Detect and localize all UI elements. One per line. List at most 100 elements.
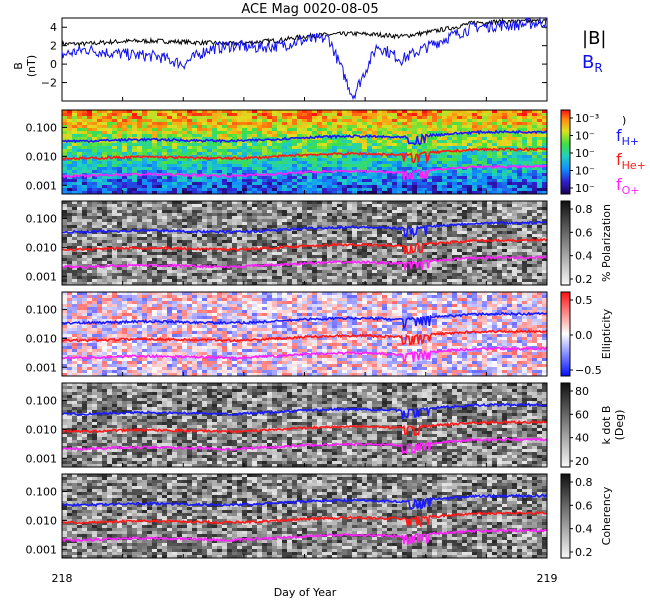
heatmap-cell bbox=[347, 185, 353, 189]
heatmap-cell bbox=[322, 122, 328, 126]
heatmap-cell bbox=[277, 119, 283, 123]
heatmap-cell bbox=[287, 219, 293, 223]
heatmap-cell bbox=[187, 246, 193, 250]
heatmap-cell bbox=[217, 240, 223, 244]
heatmap-cell bbox=[87, 182, 93, 186]
heatmap-cell bbox=[427, 201, 433, 205]
heatmap-cell bbox=[317, 158, 323, 162]
heatmap-cell bbox=[202, 252, 208, 256]
heatmap-cell bbox=[532, 158, 538, 162]
heatmap-cell bbox=[392, 179, 398, 183]
heatmap-cell bbox=[197, 219, 203, 223]
heatmap-cell bbox=[437, 152, 443, 156]
heatmap-cell bbox=[117, 252, 123, 256]
heatmap-cell bbox=[417, 270, 423, 274]
heatmap-cell bbox=[82, 228, 88, 232]
heatmap-cell bbox=[187, 267, 193, 271]
heatmap-cell bbox=[427, 128, 433, 132]
heatmap-cell bbox=[307, 237, 313, 241]
heatmap-cell bbox=[117, 179, 123, 183]
heatmap-cell bbox=[442, 264, 448, 268]
heatmap-cell bbox=[107, 219, 113, 223]
heatmap-cell bbox=[387, 264, 393, 268]
heatmap-cell bbox=[312, 237, 318, 241]
heatmap-cell bbox=[162, 273, 168, 277]
heatmap-cell bbox=[327, 252, 333, 256]
heatmap-cell bbox=[247, 125, 253, 129]
heatmap-cell bbox=[522, 158, 528, 162]
heatmap-cell bbox=[447, 270, 453, 274]
heatmap-cell bbox=[277, 140, 283, 144]
heatmap-cell bbox=[392, 122, 398, 126]
heatmap-cell bbox=[402, 237, 408, 241]
heatmap-cell bbox=[167, 149, 173, 153]
heatmap-cell bbox=[332, 146, 338, 150]
heatmap-cell bbox=[367, 188, 373, 192]
heatmap-cell bbox=[77, 185, 83, 189]
heatmap-cell bbox=[272, 273, 278, 277]
heatmap-cell bbox=[342, 155, 348, 159]
heatmap-cell bbox=[337, 207, 343, 211]
heatmap-cell bbox=[232, 137, 238, 141]
heatmap-cell bbox=[387, 134, 393, 138]
heatmap-cell bbox=[512, 185, 518, 189]
heatmap-cell bbox=[287, 128, 293, 132]
heatmap-cell bbox=[77, 131, 83, 135]
heatmap-cell bbox=[497, 173, 503, 177]
heatmap-cell bbox=[187, 134, 193, 138]
heatmap-cell bbox=[327, 207, 333, 211]
heatmap-cell bbox=[242, 222, 248, 226]
heatmap-cell bbox=[207, 231, 213, 235]
heatmap-cell bbox=[342, 276, 348, 280]
heatmap-cell bbox=[437, 216, 443, 220]
heatmap-cell bbox=[72, 128, 78, 132]
heatmap-cell bbox=[442, 255, 448, 259]
heatmap-cell bbox=[87, 234, 93, 238]
heatmap-cell bbox=[517, 140, 523, 144]
heatmap-cell bbox=[352, 122, 358, 126]
heatmap-cell bbox=[287, 122, 293, 126]
heatmap-cell bbox=[362, 149, 368, 153]
heatmap-cell bbox=[377, 134, 383, 138]
heatmap-cell bbox=[247, 170, 253, 174]
heatmap-cell bbox=[397, 237, 403, 241]
heatmap-cell bbox=[507, 182, 513, 186]
heatmap-cell bbox=[277, 170, 283, 174]
heatmap-cell bbox=[212, 131, 218, 135]
heatmap-cell bbox=[422, 213, 428, 217]
heatmap-cell bbox=[357, 146, 363, 150]
heatmap-cell bbox=[257, 134, 263, 138]
heatmap-cell bbox=[272, 270, 278, 274]
heatmap-cell bbox=[242, 279, 248, 283]
heatmap-cell bbox=[337, 240, 343, 244]
heatmap-cell bbox=[522, 170, 528, 174]
heatmap-cell bbox=[117, 146, 123, 150]
heatmap-cell bbox=[412, 155, 418, 159]
heatmap-cell bbox=[537, 125, 543, 129]
heatmap-cell bbox=[227, 131, 233, 135]
heatmap-cell bbox=[297, 258, 303, 262]
heatmap-cell bbox=[122, 267, 128, 271]
heatmap-cell bbox=[237, 228, 243, 232]
heatmap-cell bbox=[337, 261, 343, 265]
heatmap-cell bbox=[237, 261, 243, 265]
heatmap-cell bbox=[162, 140, 168, 144]
heatmap-cell bbox=[137, 258, 143, 262]
heatmap-cell bbox=[97, 213, 103, 217]
heatmap-cell bbox=[347, 228, 353, 232]
heatmap-cell bbox=[337, 264, 343, 268]
heatmap-cell bbox=[267, 158, 273, 162]
heatmap-cell bbox=[117, 240, 123, 244]
heatmap-cell bbox=[77, 137, 83, 141]
heatmap-cell bbox=[107, 143, 113, 147]
heatmap-cell bbox=[227, 143, 233, 147]
heatmap-cell bbox=[472, 173, 478, 177]
heatmap-cell bbox=[282, 270, 288, 274]
heatmap-cell bbox=[412, 282, 418, 286]
heatmap-cell bbox=[452, 237, 458, 241]
heatmap-cell bbox=[472, 182, 478, 186]
heatmap-cell bbox=[232, 152, 238, 156]
heatmap-cell bbox=[307, 243, 313, 247]
heatmap-cell bbox=[517, 110, 523, 114]
heatmap-cell bbox=[222, 219, 228, 223]
